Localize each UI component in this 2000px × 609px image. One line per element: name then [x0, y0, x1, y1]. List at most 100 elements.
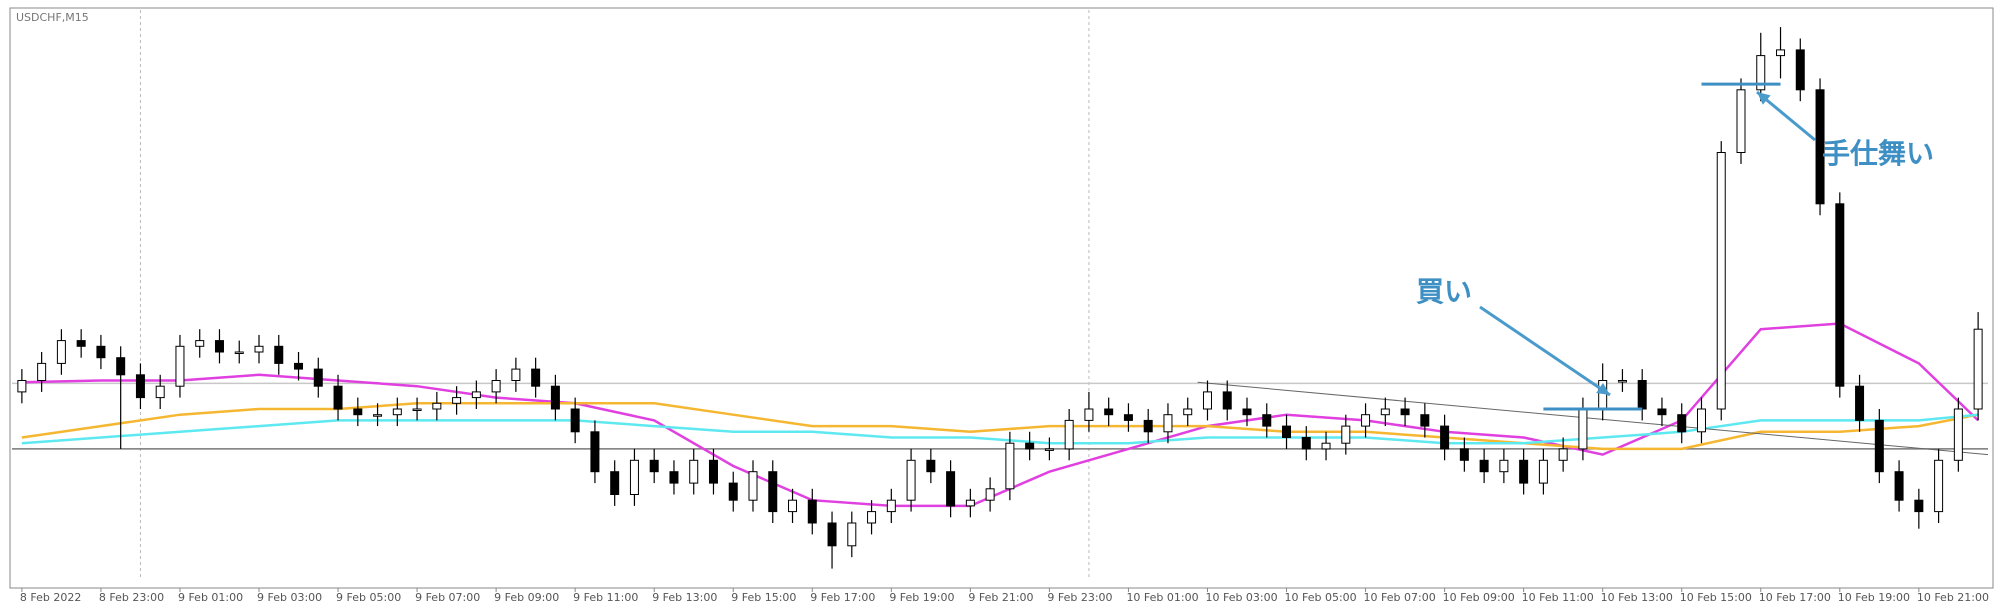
- candle: [432, 391, 442, 421]
- candle: [1380, 397, 1390, 427]
- candle-body: [531, 368, 541, 387]
- candle-body: [1282, 425, 1292, 439]
- candle: [1459, 437, 1469, 472]
- moving-average: [21, 402, 1979, 451]
- candle: [1973, 312, 1983, 421]
- candle-body: [1222, 391, 1232, 410]
- candle-body: [1696, 408, 1706, 433]
- candle: [1222, 380, 1232, 421]
- candle: [452, 386, 462, 415]
- candle-body: [254, 345, 264, 353]
- candle: [56, 329, 66, 375]
- candle-body: [471, 391, 481, 399]
- candle-body: [294, 362, 304, 370]
- candle-body: [1044, 448, 1054, 451]
- annotation-label: 買い: [1416, 275, 1472, 308]
- candle-body: [965, 499, 975, 507]
- candle-body: [946, 471, 956, 507]
- candle-body: [432, 402, 442, 410]
- candle-body: [1637, 380, 1647, 410]
- candle-body: [1459, 448, 1469, 461]
- candle-body: [1914, 499, 1924, 513]
- x-tick-label: 10 Feb 11:00: [1522, 591, 1594, 604]
- candle-body: [452, 397, 462, 404]
- candle: [748, 460, 758, 512]
- candle: [1617, 369, 1627, 392]
- x-tick-label: 10 Feb 19:00: [1838, 591, 1910, 604]
- candle: [1321, 431, 1331, 461]
- x-tick-label: 10 Feb 21:00: [1917, 591, 1989, 604]
- candle: [1400, 397, 1410, 427]
- candle: [906, 448, 916, 512]
- candle-body: [1202, 391, 1212, 410]
- candle-body: [1242, 408, 1252, 416]
- candle: [1123, 403, 1133, 432]
- candle-body: [373, 414, 383, 417]
- candle-body: [1874, 419, 1884, 473]
- candle-body: [1341, 425, 1351, 444]
- candle-body: [1835, 203, 1845, 387]
- candle-body: [1716, 152, 1726, 410]
- x-tick-label: 9 Feb 19:00: [889, 591, 954, 604]
- candle: [689, 448, 699, 495]
- annotation-label: 手仕舞い: [1822, 137, 1934, 170]
- candle-body: [1064, 419, 1074, 450]
- candle: [1855, 374, 1865, 432]
- candle-body: [1776, 49, 1786, 57]
- candle-body: [333, 385, 343, 410]
- candle-body: [1025, 442, 1035, 450]
- candle: [1282, 414, 1292, 449]
- candle: [1874, 409, 1884, 484]
- candle: [175, 334, 185, 398]
- candle: [76, 329, 86, 358]
- candle-body: [392, 408, 402, 416]
- candle-body: [1736, 89, 1746, 154]
- candle: [531, 357, 541, 398]
- candle-body: [748, 471, 758, 501]
- candle-body: [1420, 414, 1430, 427]
- x-tick-label: 9 Feb 05:00: [336, 591, 401, 604]
- candle-body: [689, 459, 699, 484]
- candle-body: [1479, 459, 1489, 473]
- candle: [570, 397, 580, 444]
- candle: [353, 397, 363, 427]
- candle-body: [195, 340, 205, 347]
- candle-body: [570, 408, 580, 433]
- candle-body: [17, 380, 27, 393]
- candle-body: [1104, 408, 1114, 416]
- candle: [1914, 488, 1924, 529]
- candle: [155, 374, 165, 409]
- x-tick-label: 8 Feb 2022: [20, 591, 81, 604]
- x-tick-label: 9 Feb 15:00: [731, 591, 796, 604]
- candle-body: [96, 345, 106, 359]
- candle-body: [1301, 437, 1311, 450]
- x-tick-label: 9 Feb 13:00: [652, 591, 717, 604]
- plot-frame: [9, 7, 1994, 589]
- candle: [274, 334, 284, 375]
- candle: [886, 488, 896, 523]
- candle: [1519, 448, 1529, 495]
- candle: [926, 448, 936, 484]
- candle-body: [1005, 442, 1015, 490]
- candle: [847, 511, 857, 558]
- candle-body: [906, 459, 916, 501]
- candle-body: [1657, 408, 1667, 416]
- candle: [116, 346, 126, 449]
- candle-body: [135, 374, 145, 399]
- arrow-head: [1757, 92, 1771, 105]
- candle: [807, 488, 817, 535]
- candle: [827, 511, 837, 569]
- candle: [1953, 397, 1963, 472]
- candle: [491, 369, 501, 404]
- x-tick-label: 10 Feb 05:00: [1285, 591, 1357, 604]
- candle-body: [1617, 380, 1627, 383]
- candle-body: [610, 471, 620, 496]
- candle: [1202, 380, 1212, 421]
- candle-body: [1440, 425, 1450, 450]
- arrow-head: [1596, 382, 1610, 395]
- trend-line: [1197, 381, 1989, 456]
- candle-body: [768, 471, 778, 513]
- candle: [1776, 27, 1786, 79]
- candle: [728, 471, 738, 512]
- candle: [1301, 426, 1311, 461]
